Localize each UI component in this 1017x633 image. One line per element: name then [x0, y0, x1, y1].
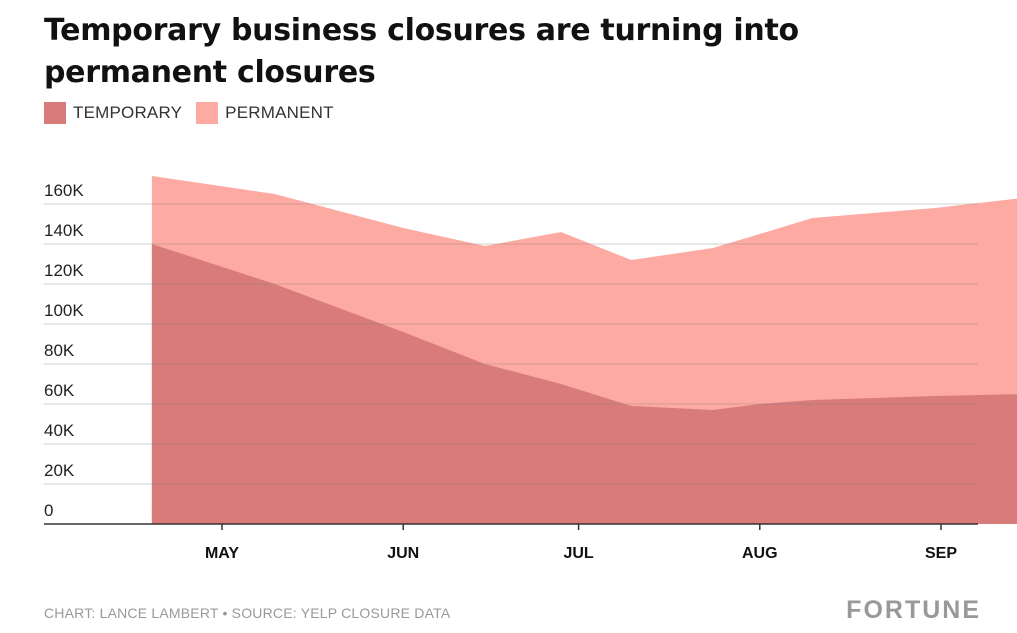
legend-label-permanent: PERMANENT — [225, 103, 334, 122]
chart-credit: CHART: LANCE LAMBERT • SOURCE: YELP CLOS… — [44, 605, 451, 621]
chart-legend: TEMPORARY PERMANENT — [44, 102, 348, 124]
y-tick-label-140K: 140K — [44, 221, 84, 240]
y-tick-label-60K: 60K — [44, 381, 75, 400]
x-tick-label-may: MAY — [205, 545, 239, 562]
y-tick-label-0: 0 — [44, 501, 53, 520]
y-tick-label-120K: 120K — [44, 261, 84, 280]
chart-title: Temporary business closures are turning … — [44, 13, 799, 90]
y-tick-label-20K: 20K — [44, 461, 75, 480]
x-tick-label-jul: JUL — [563, 545, 593, 562]
legend-swatch-temporary — [44, 102, 66, 124]
legend-item-temporary: TEMPORARY — [44, 102, 182, 124]
legend-label-temporary: TEMPORARY — [73, 103, 183, 122]
y-tick-label-100K: 100K — [44, 301, 84, 320]
series-area-temporary — [151, 244, 1017, 524]
legend-item-permanent: PERMANENT — [196, 102, 334, 124]
legend-swatch-permanent — [196, 102, 219, 124]
y-tick-label-80K: 80K — [44, 341, 75, 360]
y-tick-label-40K: 40K — [44, 421, 75, 440]
y-tick-label-160K: 160K — [44, 181, 84, 200]
x-tick-label-sep: SEP — [925, 545, 957, 562]
x-tick-label-aug: AUG — [742, 545, 778, 562]
x-tick-label-jun: JUN — [387, 545, 419, 562]
brand-logo: FORTUNE — [846, 596, 981, 624]
